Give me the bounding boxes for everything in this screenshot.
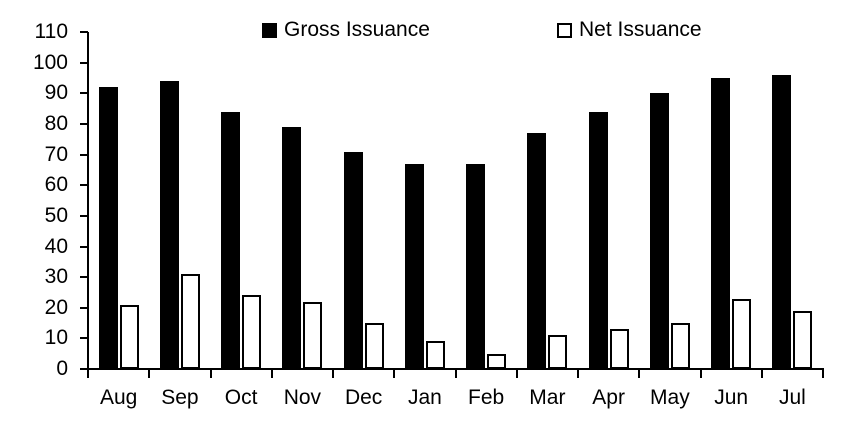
y-axis-tick [80,153,88,156]
x-axis-tick [699,369,702,378]
bar-net-feb [487,354,506,369]
bar-gross-jan [405,164,424,369]
y-axis-label: 50 [44,203,68,227]
legend-item-gross-issuance: Gross Issuance [262,18,430,42]
bar-gross-jun [711,78,730,369]
bar-net-aug [120,305,139,369]
y-axis-label: 110 [34,20,68,44]
y-axis-tick [80,214,88,217]
x-axis-line [80,368,824,370]
x-axis-tick [332,369,334,378]
x-axis-label-mar: Mar [529,386,566,409]
bar-net-jul [793,311,812,369]
legend-item-net-issuance: Net Issuance [557,18,702,42]
bar-gross-feb [466,164,485,369]
bar-net-oct [242,295,261,369]
x-axis-tick [454,369,457,378]
bar-gross-may [650,93,669,369]
bar-net-nov [303,302,322,369]
bar-gross-aug [99,87,118,369]
bar-net-jan [426,341,445,369]
x-axis-label-jun: Jun [714,386,749,409]
x-axis-label-dec: Dec [344,386,383,409]
y-axis-label: 30 [44,265,68,289]
y-axis-label: 20 [44,295,68,319]
y-axis-label: 0 [56,357,68,380]
net-issuance-swatch-icon [557,22,572,38]
y-axis-tick [80,368,88,370]
y-axis-label: 70 [44,142,68,166]
y-axis-tick [80,276,88,279]
x-axis-label-jan: Jan [407,386,442,409]
x-axis-label-aug: Aug [99,386,138,409]
bar-net-jun [732,299,751,369]
y-axis-label: 80 [44,112,68,135]
x-axis-label-sep: Sep [161,386,199,409]
x-axis-label-jul: Jul [778,386,806,409]
x-axis-tick [577,369,579,378]
y-axis-tick [80,31,88,34]
bar-gross-dec [344,152,363,369]
bar-gross-nov [282,127,301,369]
bar-gross-oct [221,112,240,369]
x-axis-tick [760,369,763,378]
x-axis-label-apr: Apr [592,386,625,409]
x-axis-label-nov: Nov [283,386,322,409]
y-axis-tick [80,61,88,64]
y-axis-tick [80,92,88,95]
y-axis-tick [80,184,88,187]
x-axis-tick [515,369,518,378]
y-axis-line [87,32,89,370]
x-axis-tick [209,369,212,378]
x-axis-tick [822,369,824,378]
y-axis-tick [80,337,88,340]
bar-net-dec [365,323,384,369]
x-axis-tick [87,369,89,378]
bar-net-apr [610,329,629,369]
y-axis-tick [80,306,88,309]
x-axis-label-oct: Oct [224,386,258,409]
x-axis-tick [148,369,151,378]
x-axis-tick [393,369,396,378]
y-axis-label: 60 [44,173,68,197]
bar-net-mar [548,335,567,369]
y-axis-label: 100 [32,50,68,74]
y-axis-tick [80,245,88,248]
x-axis-tick [270,369,273,378]
gross-issuance-swatch-icon [262,22,277,38]
legend-label-net-issuance: Net Issuance [579,18,702,41]
bar-gross-apr [589,112,608,369]
y-axis-label: 10 [44,326,68,350]
y-axis-tick [80,123,88,125]
bar-gross-sep [160,81,179,369]
x-axis-tick [638,369,641,378]
bar-net-sep [181,274,200,369]
x-axis-label-may: May [650,386,690,409]
bar-gross-mar [527,133,546,369]
bar-net-may [671,323,690,369]
legend-label-gross-issuance: Gross Issuance [284,18,430,41]
x-axis-label-feb: Feb [468,386,505,409]
bar-gross-jul [772,75,791,369]
y-axis-label: 90 [44,81,68,105]
y-axis-label: 40 [44,234,68,258]
